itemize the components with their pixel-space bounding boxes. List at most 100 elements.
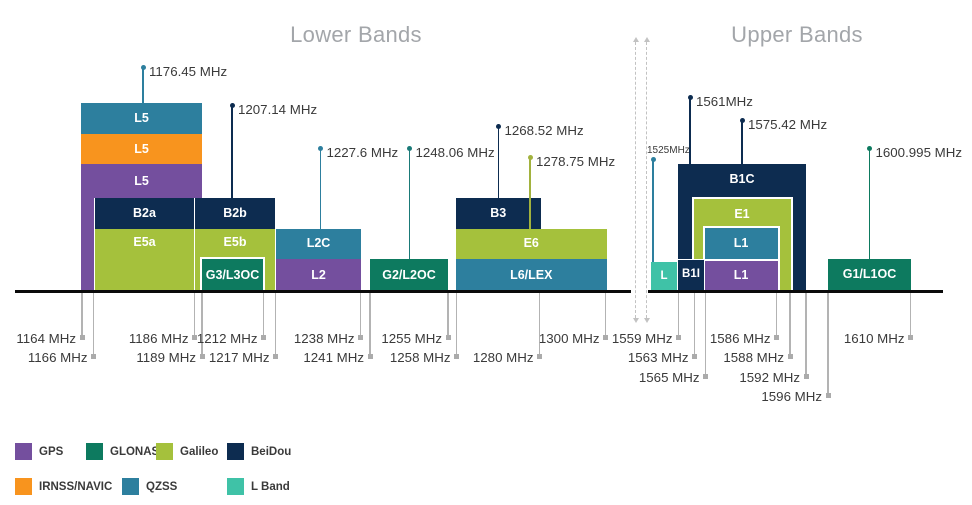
break-dashed-line-2 [646, 42, 647, 318]
break-arrow-up-2 [643, 37, 650, 42]
band-label-b3: B3 [490, 205, 507, 220]
band-b3: B3 [455, 197, 541, 229]
band-l2c: L2C [275, 228, 361, 259]
tick-label-16: 1588 MHz [723, 350, 784, 365]
axis-segment-2 [648, 290, 943, 294]
band-label-l2c: L2C [306, 236, 331, 251]
tick-square-14 [703, 374, 708, 379]
tick-label-14: 1565 MHz [638, 370, 700, 385]
tick-square-4 [261, 335, 266, 340]
tick-line-19 [909, 293, 912, 339]
marker-label-6: 1525MHz [647, 145, 690, 156]
tick-label-5: 1217 MHz [208, 350, 270, 365]
band-label-l5-gps: L5 [134, 173, 149, 188]
legend-label-gps: GPS [39, 445, 64, 458]
tick-square-0 [79, 335, 85, 340]
band-g1-l1oc: G1/L1OC [828, 258, 911, 291]
legend-label-beidou: BeiDou [251, 445, 292, 458]
marker-label-3: 1248.06 MHz [415, 145, 495, 160]
legend-swatch-irnss-navic [15, 478, 32, 495]
band-l5-irnss: L5 [81, 133, 202, 164]
band-l1-qzss: L1 [702, 226, 780, 259]
marker-line-7 [689, 97, 691, 259]
band-label-g1-l1oc: G1/L1OC [842, 267, 897, 282]
tick-line-13 [693, 293, 696, 358]
tick-line-18 [827, 293, 829, 397]
marker-label-0: 1176.45 MHz [149, 64, 228, 79]
band-label-g3-l3oc: G3/L3OC [205, 267, 260, 282]
lower-bands-title: Lower Bands [290, 22, 422, 47]
legend-label-qzss: QZSS [146, 480, 178, 493]
legend-item-gps: GPS [15, 443, 63, 460]
tick-line-3 [201, 293, 203, 358]
legend-label-irnss-navic: IRNSS/NAVIC [39, 480, 113, 493]
tick-square-5 [273, 354, 278, 359]
legend-swatch-beidou [227, 443, 244, 460]
legend-label-galileo: Galileo [180, 445, 219, 458]
tick-label-0: 1164 MHz [16, 331, 76, 346]
band-label-e5a: E5a [133, 234, 156, 249]
tick-square-10 [537, 354, 542, 359]
marker-label-5: 1278.75 MHz [536, 154, 616, 169]
tick-label-10: 1280 MHz [472, 350, 534, 365]
break-arrow-down-2 [643, 318, 650, 323]
legend-item-glonass: GLONASS [86, 443, 167, 460]
band-label-l2: L2 [311, 267, 326, 282]
marker-label-8: 1575.42 MHz [748, 117, 828, 132]
tick-label-8: 1255 MHz [381, 331, 442, 346]
band-label-l-band: L [660, 269, 668, 282]
band-l5-gps: L5 [81, 164, 202, 198]
band-label-l5-irnss: L5 [134, 141, 149, 156]
tick-label-15: 1586 MHz [709, 331, 771, 346]
band-label-e1: E1 [734, 206, 750, 221]
band-label-b2a: B2a [133, 205, 156, 220]
tick-label-1: 1166 MHz [27, 350, 88, 365]
tick-square-1 [91, 354, 96, 359]
band-gps-l5-column [81, 197, 94, 291]
upper-bands-title: Upper Bands [731, 22, 863, 47]
axis-segment-1 [15, 290, 631, 294]
tick-line-10 [538, 293, 541, 358]
band-l6-lex: L6/LEX [455, 258, 607, 291]
band-e6: E6 [455, 228, 607, 259]
band-label-e6: E6 [523, 236, 539, 251]
marker-label-4: 1268.52 MHz [504, 123, 584, 138]
tick-label-9: 1258 MHz [389, 350, 451, 365]
break-arrow-up-1 [632, 37, 639, 42]
legend-swatch-gps [15, 443, 32, 460]
tick-line-4 [262, 293, 265, 339]
band-b2b: B2b [194, 197, 275, 229]
tick-square-16 [787, 354, 793, 359]
legend-swatch-qzss [122, 478, 139, 495]
marker-dot-9 [867, 145, 872, 151]
tick-line-17 [805, 293, 807, 378]
tick-line-0 [81, 293, 83, 339]
band-label-l1-gps: L1 [733, 268, 749, 283]
tick-line-12 [677, 293, 680, 339]
marker-label-2: 1227.6 MHz [326, 145, 399, 160]
marker-line-0 [142, 67, 144, 103]
band-label-b2b: B2b [223, 205, 247, 220]
legend-item-l-band: L Band [227, 478, 290, 495]
tick-square-13 [692, 354, 697, 359]
band-l1-gps: L1 [702, 258, 780, 291]
legend-item-beidou: BeiDou [227, 443, 291, 460]
band-label-l1-qzss: L1 [733, 236, 749, 250]
tick-label-6: 1238 MHz [293, 331, 355, 346]
tick-line-15 [775, 293, 778, 339]
legend-swatch-glonass [86, 443, 103, 460]
tick-line-11 [604, 293, 607, 339]
marker-line-2 [319, 148, 322, 229]
marker-line-3 [408, 148, 411, 259]
tick-square-18 [825, 393, 831, 398]
marker-label-9: 1600.995 MHz [875, 145, 962, 160]
tick-label-18: 1596 MHz [761, 389, 822, 404]
tick-line-1 [92, 293, 95, 358]
marker-dot-1 [229, 102, 235, 108]
tick-label-13: 1563 MHz [627, 350, 689, 365]
band-l5-qzss: L5 [81, 103, 202, 134]
marker-label-7: 1561MHz [696, 94, 753, 109]
tick-square-12 [676, 335, 681, 340]
tick-label-7: 1241 MHz [303, 350, 364, 365]
